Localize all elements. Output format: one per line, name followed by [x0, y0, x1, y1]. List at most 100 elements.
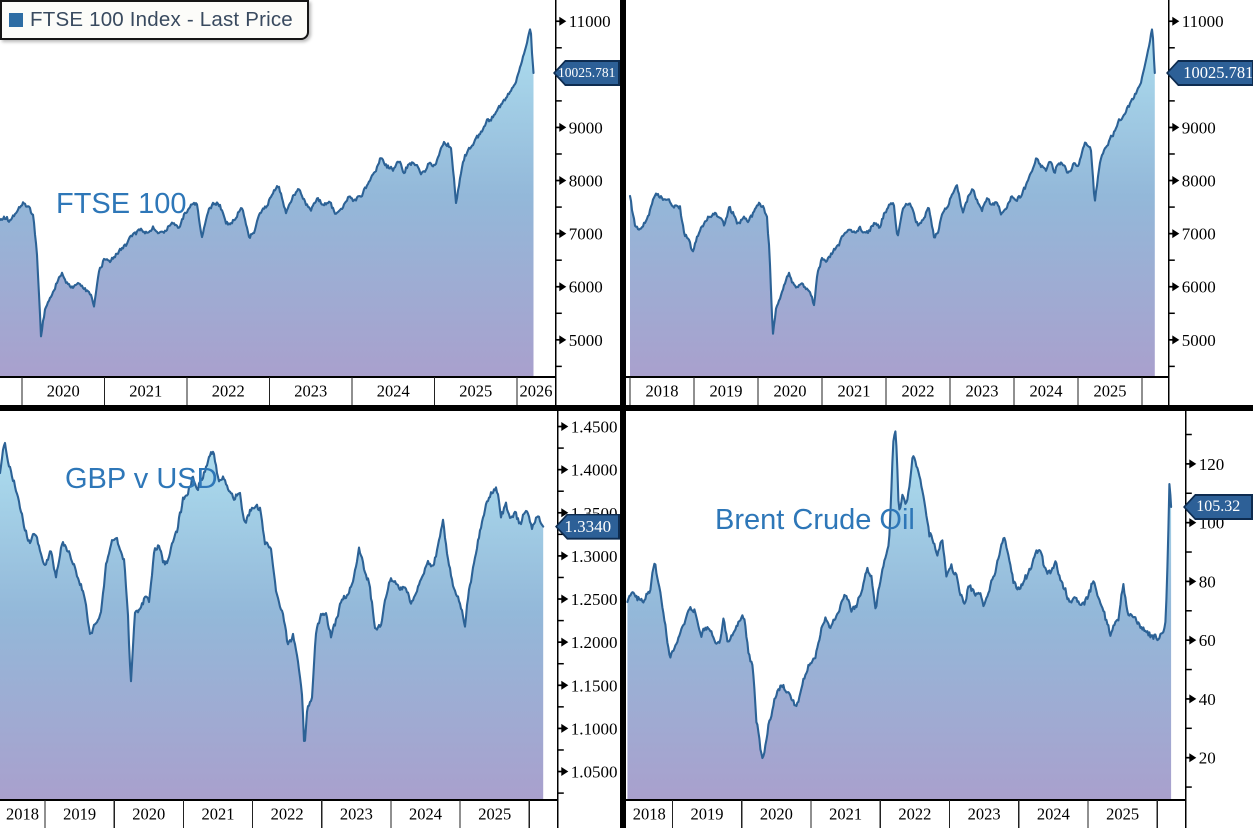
x-axis-year-label: 2020	[760, 805, 793, 824]
tick-arrow-icon	[561, 508, 569, 518]
vertical-window-divider	[620, 0, 626, 828]
x-axis-year-label: 2025	[459, 382, 492, 401]
tick-arrow-icon	[559, 176, 567, 186]
x-axis-year-label: 2019	[63, 805, 96, 824]
x-axis-year-label: 2020	[47, 382, 80, 401]
x-axis-year-label: 2025	[1094, 382, 1127, 401]
x-axis-year-label: 2020	[132, 805, 165, 824]
x-axis-year-label: 2019	[691, 805, 724, 824]
tick-arrow-icon	[1189, 576, 1197, 586]
price-line	[626, 430, 1173, 760]
last-price-value: 10025.781	[1183, 62, 1253, 82]
chart-legend[interactable]: FTSE 100 Index - Last Price	[0, 0, 309, 40]
x-axis-year-label: 2021	[829, 805, 862, 824]
tick-arrow-icon	[1172, 335, 1180, 345]
area-fill	[627, 431, 1172, 800]
y-axis-tick-label: 1.1000	[571, 719, 618, 738]
tick-arrow-icon	[1172, 282, 1180, 292]
y-axis-tick-label: 7000	[1182, 225, 1216, 244]
x-axis-year-label: 2025	[1106, 805, 1139, 824]
tick-arrow-icon	[1172, 122, 1180, 132]
tick-arrow-icon	[1172, 176, 1180, 186]
chart-panel-brent-crude[interactable]: 20 40 60 80 100 120 2018 2019 2020 2021 2022 2023 20…	[626, 411, 1253, 828]
tick-arrow-icon	[561, 422, 569, 432]
tick-arrow-icon	[561, 680, 569, 690]
y-axis-tick-label: 9000	[1182, 118, 1216, 137]
y-axis-tick-label: 1.2000	[571, 633, 618, 652]
last-price-badge: 1.3340	[555, 513, 620, 540]
tick-arrow-icon	[559, 122, 567, 132]
x-axis-year-label: 2022	[271, 805, 304, 824]
x-axis-year-label: 2021	[129, 382, 162, 401]
x-axis-year-label: 2019	[710, 382, 743, 401]
tick-arrow-icon	[1172, 229, 1180, 239]
price-area-chart: 5000600070008000900010000110002018201920…	[626, 0, 1224, 405]
last-price-badge: 10025.781	[1166, 59, 1253, 86]
tick-arrow-icon	[1189, 518, 1197, 528]
tick-arrow-icon	[559, 229, 567, 239]
price-area-chart: 1.05001.10001.15001.20001.25001.30001.35…	[0, 411, 618, 828]
y-axis-tick-label: 40	[1199, 690, 1216, 709]
legend-series-marker-icon	[9, 13, 23, 27]
tick-arrow-icon	[561, 637, 569, 647]
y-axis-tick-label: 1.3000	[571, 547, 618, 566]
y-axis-tick-label: 80	[1199, 572, 1216, 591]
y-axis-tick-label: 9000	[569, 118, 603, 137]
tick-arrow-icon	[1172, 16, 1180, 26]
x-axis-year-label: 2023	[968, 805, 1001, 824]
chart-panel-ftse-full[interactable]: 5000600070008000900010000110002018201920…	[626, 0, 1253, 405]
y-axis-tick-label: 20	[1199, 749, 1216, 768]
x-axis-year-label: 2018	[633, 805, 666, 824]
y-axis-tick-label: 8000	[569, 172, 603, 191]
tick-arrow-icon	[559, 282, 567, 292]
y-axis-tick-label: 1.1500	[571, 676, 618, 695]
tick-arrow-icon	[561, 767, 569, 777]
last-price-value: 1.3340	[564, 516, 612, 536]
tick-arrow-icon	[561, 465, 569, 475]
x-axis-year-label: 2020	[774, 382, 807, 401]
x-axis-year-label: 2018	[6, 805, 39, 824]
last-price-badge: 10025.781	[553, 59, 620, 86]
y-axis-tick-label: 60	[1199, 631, 1216, 650]
tick-arrow-icon	[1189, 459, 1197, 469]
y-axis-tick-label: 8000	[1182, 172, 1216, 191]
tick-arrow-icon	[1189, 694, 1197, 704]
x-axis-year-label: 2018	[646, 382, 679, 401]
tick-arrow-icon	[1189, 753, 1197, 763]
y-axis-tick-label: 5000	[569, 331, 603, 350]
x-axis-year-label: 2022	[898, 805, 931, 824]
tick-arrow-icon	[1189, 635, 1197, 645]
x-axis-year-label: 2024	[409, 805, 442, 824]
x-axis-year-label: 2021	[838, 382, 871, 401]
tick-arrow-icon	[559, 16, 567, 26]
area-fill	[0, 29, 534, 377]
x-axis-year-label: 2024	[1037, 805, 1070, 824]
last-price-badge: 105.32	[1183, 494, 1253, 521]
chart-title-ftse: FTSE 100	[56, 188, 187, 220]
x-axis-year-label: 2024	[377, 382, 410, 401]
y-axis-tick-label: 5000	[1182, 331, 1216, 350]
y-axis-tick-label: 120	[1199, 455, 1225, 474]
horizontal-window-divider	[0, 405, 1253, 411]
tick-arrow-icon	[561, 551, 569, 561]
chart-panel-ftse-zoomed[interactable]: 5000600070008000900010000110002020202120…	[0, 0, 620, 405]
y-axis-tick-label: 1.4500	[571, 418, 618, 437]
x-axis-year-label: 2022	[902, 382, 935, 401]
price-line	[0, 441, 545, 743]
x-axis-year-label: 2023	[340, 805, 373, 824]
tick-arrow-icon	[561, 723, 569, 733]
legend-series-label: FTSE 100 Index - Last Price	[30, 8, 293, 31]
chart-panel-gbp-usd[interactable]: 1.0500 1.1000 1.1500 1.2000 1.2500 1.3000 1.35…	[0, 411, 620, 828]
area-fill	[0, 443, 544, 800]
tick-arrow-icon	[559, 335, 567, 345]
chart-title-brent: Brent Crude Oil	[715, 504, 915, 536]
chart-title-gbp-usd: GBP v USD	[65, 463, 218, 495]
x-axis-year-label: 2025	[478, 805, 511, 824]
price-line	[0, 28, 535, 338]
y-axis-tick-label: 6000	[1182, 278, 1216, 297]
x-axis-year-label: 2024	[1030, 382, 1063, 401]
x-axis-year-label: 2021	[201, 805, 234, 824]
last-price-value: 10025.781	[558, 64, 616, 80]
